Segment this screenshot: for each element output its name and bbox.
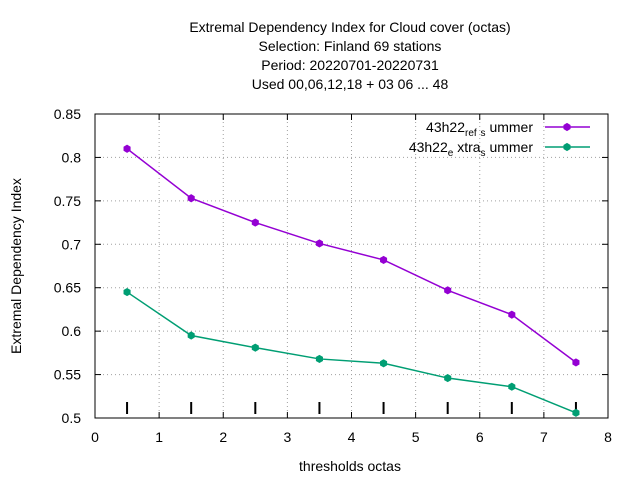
data-point (572, 358, 580, 367)
x-tick-label: 1 (155, 429, 163, 445)
data-point (315, 239, 323, 248)
x-tick-label: 7 (540, 429, 548, 445)
legend-label-subscript: e (448, 148, 454, 159)
x-tick-label: 2 (219, 429, 227, 445)
x-tick-label: 3 (283, 429, 291, 445)
y-tick-label: 0.8 (62, 149, 82, 165)
data-point (187, 194, 195, 203)
x-tick-label: 6 (476, 429, 484, 445)
legend-label-subscript: s (481, 148, 486, 159)
x-tick-label: 8 (604, 429, 612, 445)
y-tick-label: 0.7 (62, 236, 82, 252)
legend-label-subscript: ref (465, 128, 477, 139)
x-tick-label: 5 (412, 429, 420, 445)
series-line (126, 148, 577, 364)
x-tick-labels: 0 1 2 3 4 5 6 7 8 (91, 429, 612, 445)
legend-label-part: xtra (457, 139, 481, 155)
data-point (572, 408, 580, 417)
y-tick-labels: 0.5 0.55 0.6 0.65 0.7 0.75 0.8 0.85 (54, 106, 81, 426)
legend-label: 43h22e xtras ummer (409, 139, 534, 159)
y-tick-label: 0.65 (54, 280, 81, 296)
data-point (508, 382, 516, 391)
data-point (315, 354, 323, 364)
axis-ticks (94, 113, 609, 419)
data-point (123, 144, 131, 153)
series-43h22_ref_summer (123, 144, 580, 367)
data-point (123, 287, 131, 297)
legend-label-part: ummer (489, 119, 533, 135)
series-line (126, 291, 577, 414)
data-point (251, 218, 259, 227)
data-point (187, 331, 195, 340)
data-point (444, 286, 452, 295)
chart-subtitle-line: Selection: Finland 69 stations (259, 38, 442, 54)
legend-label-part: ummer (489, 139, 533, 155)
y-axis-label: Extremal Dependency Index (8, 178, 24, 354)
x-tick-label: 0 (91, 429, 99, 445)
legend-label-part: 43h22 (426, 119, 465, 135)
data-point (563, 142, 571, 152)
chart-title-line: Extremal Dependency Index for Cloud cove… (189, 19, 510, 35)
series (123, 144, 580, 417)
y-tick-label: 0.85 (54, 106, 81, 122)
y-tick-label: 0.6 (62, 323, 82, 339)
x-tick-label: 4 (348, 429, 356, 445)
legend-label-subscript: s (481, 128, 486, 139)
y-tick-label: 0.75 (54, 193, 81, 209)
data-point (251, 343, 259, 352)
series-43h22_extra_summer (123, 287, 580, 417)
data-point (508, 310, 516, 319)
legend-label: 43h22ref s ummer (426, 119, 533, 139)
y-tick-label: 0.5 (62, 410, 82, 426)
data-point (563, 122, 571, 132)
data-point (380, 359, 388, 368)
legend-label-part: 43h22 (409, 139, 448, 155)
x-axis-label: thresholds octas (299, 458, 401, 474)
data-point (444, 373, 452, 383)
grid (95, 114, 608, 418)
chart-period-line: Period: 20220701-20220731 (261, 57, 439, 73)
y-tick-label: 0.55 (54, 367, 81, 383)
chart-title: Extremal Dependency Index for Cloud cove… (189, 19, 510, 92)
data-point (380, 255, 388, 264)
chart-used-line: Used 00,06,12,18 + 03 06 ... 48 (252, 76, 449, 92)
